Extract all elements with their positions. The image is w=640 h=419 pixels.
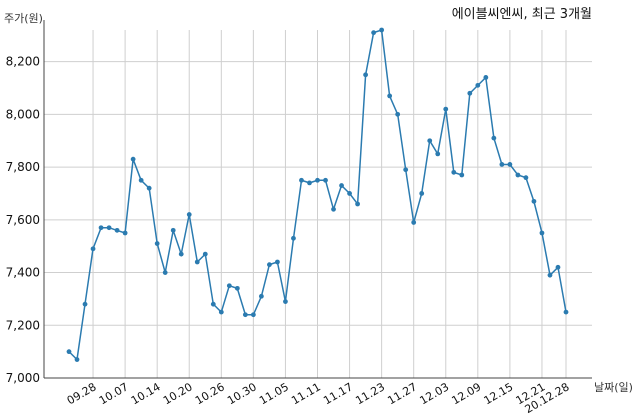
y-tick-labels: 7,000 7,200 7,400 7,600 7,800 8,000 8,200 <box>6 55 40 385</box>
x-tick-label: 10.07 <box>97 380 131 407</box>
chart-title: 에이블씨엔씨, 최근 3개월 <box>452 7 592 22</box>
y-tick-label: 7,000 <box>6 371 40 385</box>
data-point <box>411 220 417 225</box>
data-point <box>451 169 457 175</box>
data-point <box>226 283 232 289</box>
y-tick-label: 7,800 <box>6 160 40 174</box>
data-point <box>323 177 328 183</box>
data-point <box>283 299 288 304</box>
data-point <box>307 180 312 186</box>
data-point <box>122 230 128 236</box>
data-point <box>379 27 385 33</box>
data-point <box>130 156 136 162</box>
x-tick-label: 11.23 <box>353 380 387 407</box>
data-point <box>355 201 360 207</box>
data-point <box>547 272 553 278</box>
data-point <box>443 106 449 112</box>
data-point <box>267 262 272 268</box>
x-tick-label: 12.15 <box>482 380 516 407</box>
data-point <box>459 172 465 178</box>
data-point <box>539 230 545 236</box>
data-point <box>331 206 336 212</box>
x-tick-label: 12.03 <box>417 380 451 407</box>
data-point <box>467 90 473 96</box>
data-point <box>475 82 481 88</box>
data-point <box>395 111 401 117</box>
data-point <box>218 309 224 315</box>
data-point <box>435 151 441 157</box>
data-point <box>507 162 513 167</box>
data-point <box>555 264 561 270</box>
axes <box>43 20 592 379</box>
data-point <box>186 212 192 217</box>
x-axis-label: 날짜(일) <box>594 380 633 394</box>
data-point <box>250 312 256 318</box>
data-point <box>315 177 320 183</box>
data-point <box>491 135 497 141</box>
x-tick-label: 12.09 <box>450 380 484 407</box>
x-tick-label: 10.14 <box>129 380 163 407</box>
data-point <box>291 235 296 241</box>
data-point <box>483 75 489 80</box>
price-series <box>66 27 569 362</box>
data-point <box>82 301 88 307</box>
data-point <box>258 293 264 299</box>
x-tick-label: 11.05 <box>257 380 291 407</box>
data-point <box>66 349 72 355</box>
data-point <box>299 177 304 183</box>
data-point <box>371 30 377 36</box>
data-point <box>275 259 280 265</box>
y-tick-label: 7,600 <box>6 213 40 227</box>
x-tick-label: 11.27 <box>385 380 419 407</box>
y-tick-label: 8,000 <box>6 107 40 121</box>
data-point <box>339 183 344 188</box>
data-point <box>178 251 184 257</box>
grid-lines <box>44 30 592 379</box>
data-point <box>234 285 240 291</box>
data-point <box>154 241 160 246</box>
x-tick-label: 10.26 <box>193 380 227 407</box>
data-point <box>146 185 152 191</box>
data-point <box>138 177 144 183</box>
data-point <box>170 227 176 233</box>
data-point <box>523 175 529 181</box>
data-point <box>563 309 569 315</box>
y-tick-label: 7,200 <box>6 318 40 332</box>
data-point <box>515 172 521 178</box>
data-point <box>202 251 208 257</box>
x-tick-label: 11.11 <box>289 380 323 407</box>
x-tick-label: 10.30 <box>225 380 259 407</box>
x-tick-label: 09.28 <box>65 380 99 407</box>
data-point <box>363 72 368 78</box>
data-point <box>427 138 433 144</box>
data-point <box>98 225 104 231</box>
data-point <box>387 93 393 99</box>
data-point <box>419 191 425 196</box>
y-axis-label: 주가(원) <box>4 12 43 25</box>
data-point <box>162 270 168 275</box>
x-tick-label: 11.17 <box>321 380 355 407</box>
data-point <box>403 167 409 173</box>
x-tick-labels: 09.2810.0710.1410.2010.2610.3011.0511.11… <box>65 380 572 416</box>
data-point <box>106 225 112 231</box>
x-tick-label: 10.20 <box>161 380 195 407</box>
data-point <box>531 198 537 204</box>
y-tick-label: 8,200 <box>6 55 40 69</box>
data-point <box>499 162 505 167</box>
data-point <box>74 357 80 362</box>
data-point <box>210 301 216 307</box>
y-tick-label: 7,400 <box>6 266 40 280</box>
data-point <box>194 259 200 265</box>
data-point <box>347 191 352 196</box>
data-point <box>242 312 248 318</box>
data-point <box>90 246 96 252</box>
data-point <box>114 227 120 233</box>
